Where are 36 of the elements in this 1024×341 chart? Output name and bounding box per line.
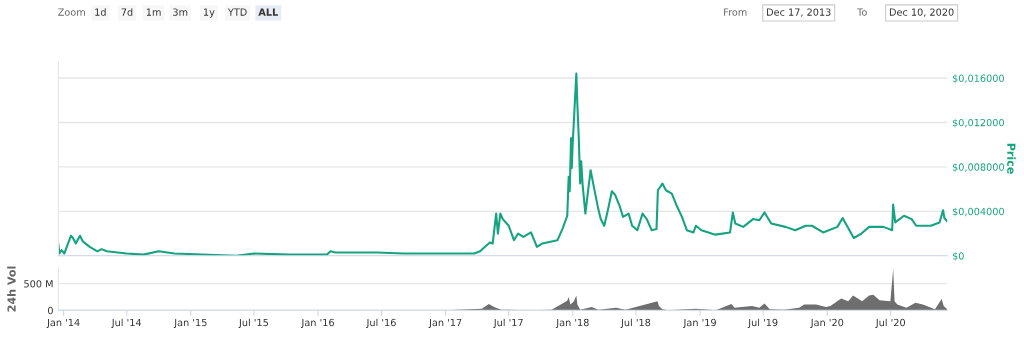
x-tick-label: Jul '15 [238,318,268,328]
x-tick-label: Jan '20 [810,318,844,328]
text: YTD [227,8,247,16]
x-tick-label: Jul '17 [493,318,523,328]
x-tick-label: Jan '14 [46,318,80,328]
text: 1y [203,8,215,18]
y-tick-label: $0,008000 [952,163,1004,173]
x-tick-label: Jan '19 [683,318,716,328]
x-tick-label: Jan '16 [300,318,334,328]
y-axis-title: 24h Vol [7,266,16,312]
y-tick-label: $0,012000 [952,118,1004,128]
line-series [58,72,948,256]
y-tick-label: $0 [952,252,964,261]
y-axis-title: Price [1007,143,1016,174]
y-tick-label: 0 [47,306,53,315]
x-tick-label: Jul '19 [747,318,778,328]
x-tick-label: Jan '18 [555,318,589,328]
text: 1d [95,8,106,16]
text: 3m [173,8,188,16]
x-tick-label: Jul '16 [366,318,396,328]
y-tick-label: 500 M [24,280,53,288]
y-tick-label: $0,004000 [952,207,1004,217]
text: Zoom [58,8,85,16]
y-tick-label: $0,016000 [952,74,1004,84]
x-tick-label: Jan '15 [173,318,207,328]
text: Dec 10, 2020 [889,8,954,17]
text: 1m [146,8,161,16]
text: ALL [258,8,278,16]
text: Dec 17, 2013 [767,8,831,17]
text: To [857,8,867,16]
x-tick-label: Jul '14 [111,318,142,328]
x-tick-label: Jan '17 [428,318,462,328]
x-tick-label: Jul '20 [875,318,906,328]
text: From [724,8,747,16]
x-tick-label: Jul '18 [620,318,651,328]
text: 7d [121,8,133,16]
